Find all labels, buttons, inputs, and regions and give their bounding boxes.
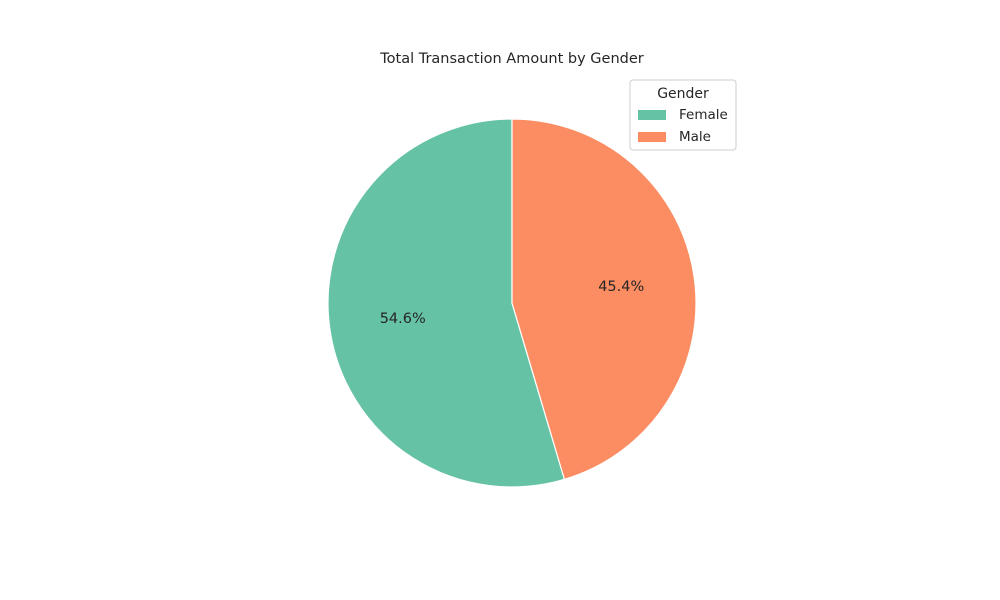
chart-title: Total Transaction Amount by Gender bbox=[379, 51, 643, 67]
legend-label-male: Male bbox=[679, 129, 711, 145]
legend-label-female: Female bbox=[679, 107, 728, 123]
legend: Gender Female Male bbox=[629, 79, 737, 151]
legend-swatch-male bbox=[638, 132, 666, 142]
legend-entries: Female Male bbox=[638, 107, 728, 145]
slice-label-female: 54.6% bbox=[380, 311, 426, 327]
legend-swatch-female bbox=[638, 110, 666, 120]
pie-slice-labels: 54.6% 45.4% bbox=[380, 279, 645, 327]
slice-label-male: 45.4% bbox=[598, 279, 644, 295]
pie-slices bbox=[327, 118, 697, 488]
pie-slice-female bbox=[327, 118, 566, 488]
pie-slice-male bbox=[511, 118, 697, 480]
legend-title: Gender bbox=[657, 86, 709, 102]
